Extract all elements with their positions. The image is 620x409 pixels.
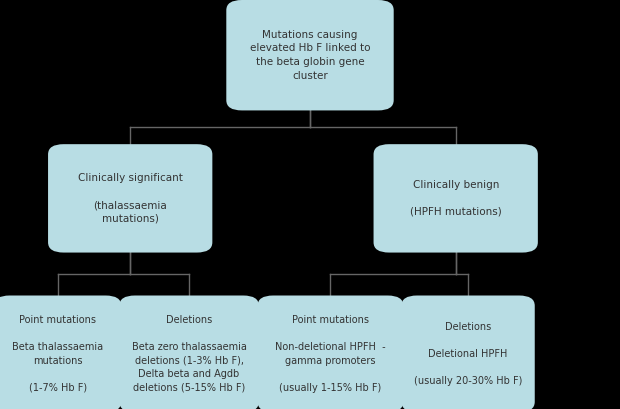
Text: Clinically significant

(thalassaemia
mutations): Clinically significant (thalassaemia mut… [78, 173, 183, 224]
FancyBboxPatch shape [226, 0, 394, 110]
Text: Point mutations

Beta thalassaemia
mutations

(1-7% Hb F): Point mutations Beta thalassaemia mutati… [12, 315, 103, 393]
Text: Clinically benign

(HPFH mutations): Clinically benign (HPFH mutations) [410, 180, 502, 217]
Text: Deletions

Deletional HPFH

(usually 20-30% Hb F): Deletions Deletional HPFH (usually 20-30… [414, 321, 522, 386]
Text: Mutations causing
elevated Hb F linked to
the beta globin gene
cluster: Mutations causing elevated Hb F linked t… [250, 30, 370, 81]
FancyBboxPatch shape [402, 295, 534, 409]
FancyBboxPatch shape [119, 295, 259, 409]
FancyBboxPatch shape [0, 295, 122, 409]
Text: Deletions

Beta zero thalassaemia
deletions (1-3% Hb F),
Delta beta and Agdb
del: Deletions Beta zero thalassaemia deletio… [131, 315, 247, 393]
FancyBboxPatch shape [373, 144, 538, 252]
FancyBboxPatch shape [258, 295, 403, 409]
FancyBboxPatch shape [48, 144, 212, 252]
Text: Point mutations

Non-deletional HPFH  -
gamma promoters

(usually 1-15% Hb F): Point mutations Non-deletional HPFH - ga… [275, 315, 386, 393]
